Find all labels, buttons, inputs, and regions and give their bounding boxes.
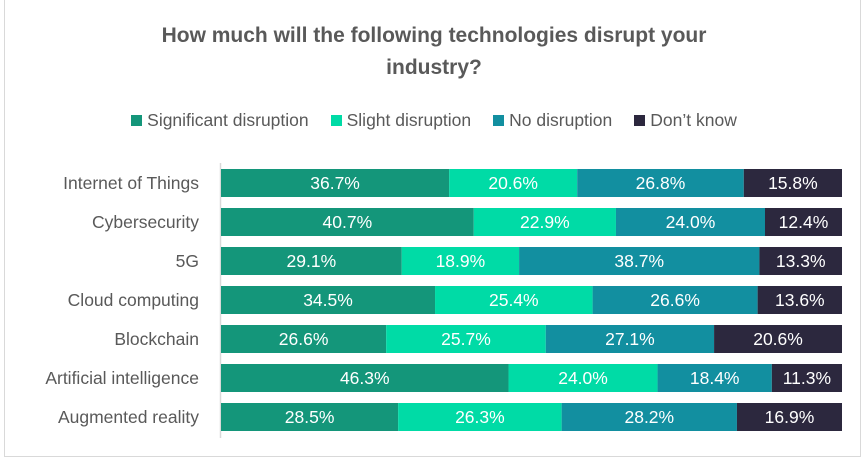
legend-item-slight: Slight disruption [330,110,472,131]
data-label: 24.0% [666,212,716,232]
data-label: 26.6% [279,329,329,349]
bar-segment [221,208,474,236]
legend-label-dont-know: Don’t know [650,110,737,130]
legend-item-none: No disruption [493,110,612,131]
data-label: 40.7% [323,212,373,232]
bar-segment [449,169,578,197]
bar-segment [221,403,399,431]
category-label: Internet of Things [63,173,199,193]
data-label: 46.3% [340,368,390,388]
legend-item-significant: Significant disruption [131,110,309,131]
category-label: Blockchain [114,329,199,349]
bar-segment [221,325,387,353]
chart-title: How much will the following technologies… [0,20,868,84]
legend-item-dont-know: Don’t know [634,110,737,131]
data-label: 38.7% [614,251,664,271]
data-label: 11.3% [783,368,831,388]
legend-label-slight: Slight disruption [346,110,472,130]
bar-segment [743,169,842,197]
legend-label-none: No disruption [509,110,613,130]
bar-segment [736,403,842,431]
bar-segment [221,169,450,197]
legend-swatch-slight [330,115,342,126]
data-label: 28.5% [285,407,335,427]
bar-segment [757,286,842,314]
category-label: Artificial intelligence [45,368,199,388]
bar-segment [545,325,715,353]
bar-segment [657,364,772,392]
bar-segment [577,169,744,197]
chart-title-line-2: industry? [386,56,482,79]
legend-swatch-none [493,115,505,126]
category-label: 5G [176,251,199,271]
data-label: 12.4% [779,212,829,232]
data-label: 25.4% [489,290,539,310]
data-label: 28.2% [624,407,674,427]
bar-segment [771,364,842,392]
category-label: Augmented reality [58,407,199,427]
data-label: 26.6% [650,290,700,310]
category-label: Cloud computing [68,290,199,310]
bar-segment [764,208,842,236]
data-label: 24.0% [558,368,608,388]
legend-swatch-dont-know [634,115,646,126]
data-label: 26.3% [455,407,505,427]
data-label: 13.6% [775,290,825,310]
bar-segment [221,286,436,314]
bar-segment [398,403,562,431]
category-label: Cybersecurity [92,212,199,232]
data-label: 27.1% [605,329,655,349]
chart-title-line-1: How much will the following technologies… [161,24,707,47]
data-label: 29.1% [287,251,337,271]
bar-segment [508,364,658,392]
bar-segment [592,286,758,314]
data-label: 20.6% [488,173,538,193]
bar-segment [473,208,616,236]
bar-segment [714,325,842,353]
bar-segment [401,247,520,275]
bar-segment [386,325,546,353]
bar-segment [221,364,509,392]
legend: Significant disruption Slight disruption… [0,110,868,131]
data-label: 13.3% [776,251,826,271]
data-label: 15.8% [768,173,818,193]
data-label: 16.9% [765,407,815,427]
bar-segment [615,208,765,236]
legend-swatch-significant [131,115,143,126]
data-label: 20.6% [753,329,803,349]
data-label: 36.7% [310,173,360,193]
data-label: 26.8% [636,173,686,193]
bar-segment [435,286,593,314]
data-label: 34.5% [303,290,353,310]
bar-segment [561,403,737,431]
chart-frame [4,0,861,457]
legend-label-significant: Significant disruption [147,110,309,130]
bar-segment [519,247,760,275]
data-label: 22.9% [520,212,570,232]
data-label: 18.9% [436,251,486,271]
data-label: 18.4% [690,368,740,388]
bar-segment [221,247,402,275]
bar-segment [759,247,842,275]
data-label: 25.7% [441,329,491,349]
